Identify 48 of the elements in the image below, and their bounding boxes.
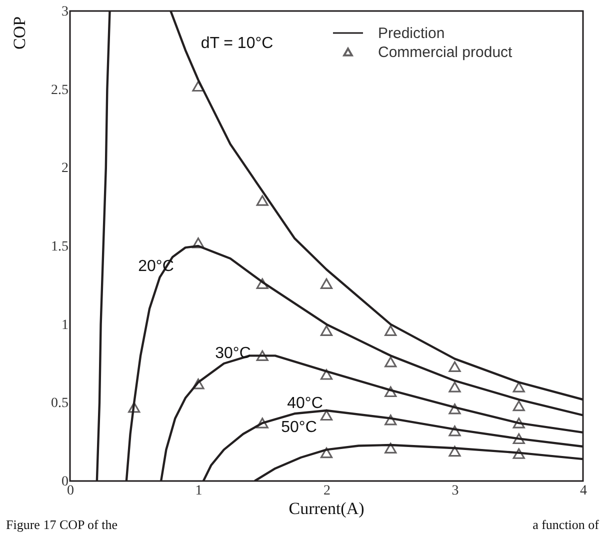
point — [192, 80, 204, 92]
point — [320, 410, 333, 421]
point — [320, 369, 333, 380]
point — [512, 433, 525, 444]
annotation: dT = 10°C — [200, 35, 274, 52]
point — [320, 278, 333, 289]
y-tick-label: 1 — [62, 318, 68, 333]
point — [320, 447, 333, 458]
point — [384, 356, 397, 368]
legend-label: Commercial product — [378, 44, 514, 61]
text: a function of — [532, 517, 600, 532]
y-tick-label: 2.5 — [51, 82, 68, 98]
point — [256, 418, 268, 428]
point — [448, 361, 461, 372]
point — [512, 400, 525, 412]
caption: Figure 17 COP of the — [6, 517, 118, 532]
point — [512, 418, 525, 428]
point — [448, 446, 461, 457]
point — [384, 386, 397, 398]
point — [384, 414, 397, 426]
point — [128, 402, 140, 413]
y-tick-label: 3 — [62, 4, 68, 20]
point — [192, 378, 204, 390]
point — [256, 278, 268, 289]
legend-label: Prediction — [378, 25, 445, 42]
x-tick-label: 3 — [452, 484, 459, 498]
y-tick-label: 2 — [62, 161, 68, 176]
y-tick-label: 0.5 — [51, 396, 68, 412]
point — [256, 350, 268, 362]
point — [256, 195, 268, 206]
annotation: 30°C — [215, 345, 251, 362]
point — [448, 404, 461, 414]
point — [384, 325, 397, 336]
y-axis-title: COP — [10, 16, 29, 50]
y-tick-label: 1.5 — [51, 240, 68, 254]
point — [192, 238, 204, 248]
annotation: 40°C — [287, 395, 323, 412]
point — [320, 325, 333, 336]
point — [448, 426, 461, 436]
x-tick-label: 2 — [324, 484, 330, 498]
point — [512, 382, 525, 392]
point — [512, 448, 525, 459]
point — [448, 382, 461, 392]
annotation: 50°C — [281, 419, 317, 436]
x-tick-label: 4 — [580, 484, 587, 498]
x-tick-label: 1 — [195, 484, 202, 498]
x-axis-title: Current(A) — [288, 499, 364, 518]
point — [384, 442, 397, 454]
